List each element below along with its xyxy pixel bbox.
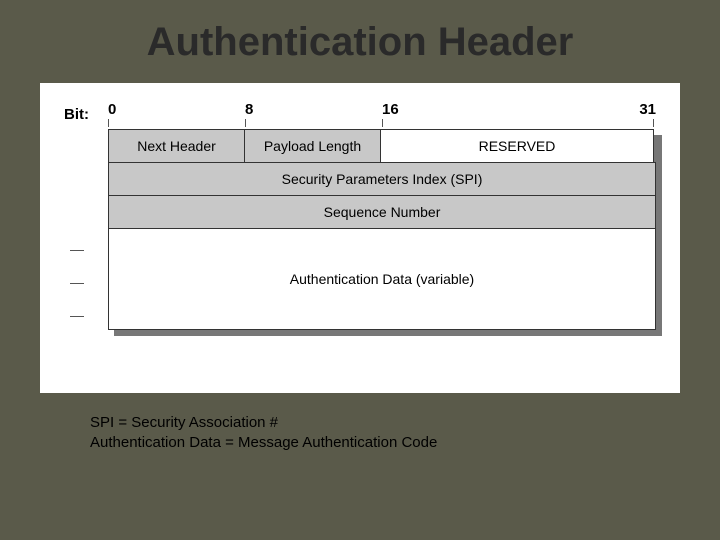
bit-axis: Bit: 0 8 16 31 <box>64 101 656 123</box>
table-cell: Next Header <box>108 129 245 163</box>
table-row: Security Parameters Index (SPI) <box>108 163 656 196</box>
footer-notes: SPI = Security Association # Authenticat… <box>90 413 720 454</box>
header-table: Next HeaderPayload LengthRESERVEDSecurit… <box>108 129 656 330</box>
bit-tick: 8 <box>245 101 253 118</box>
bit-tick: 31 <box>639 101 656 118</box>
table-cell: Authentication Data (variable) <box>108 228 656 330</box>
footer-line-2: Authentication Data = Message Authentica… <box>90 433 720 453</box>
left-tick <box>70 250 84 251</box>
table-row: Authentication Data (variable) <box>108 229 656 330</box>
bit-tick-line <box>382 119 383 127</box>
bit-tick: 16 <box>382 101 399 118</box>
bit-axis-label: Bit: <box>64 106 108 123</box>
table-cell: Payload Length <box>244 129 381 163</box>
table-row: Next HeaderPayload LengthRESERVED <box>108 129 656 163</box>
table-cell: RESERVED <box>380 129 654 163</box>
bit-tick-line <box>108 119 109 127</box>
table-cell: Security Parameters Index (SPI) <box>108 162 656 196</box>
left-tick <box>70 283 84 284</box>
bit-tick-line <box>653 119 654 127</box>
diagram-panel: Bit: 0 8 16 31 Next HeaderPayload LengthRES… <box>40 83 680 393</box>
left-tick <box>70 316 84 317</box>
table-row: Sequence Number <box>108 196 656 229</box>
bit-tick-line <box>245 119 246 127</box>
page-title: Authentication Header <box>0 0 720 83</box>
bit-tick: 0 <box>108 101 116 118</box>
table-cell: Sequence Number <box>108 195 656 229</box>
footer-line-1: SPI = Security Association # <box>90 413 720 433</box>
